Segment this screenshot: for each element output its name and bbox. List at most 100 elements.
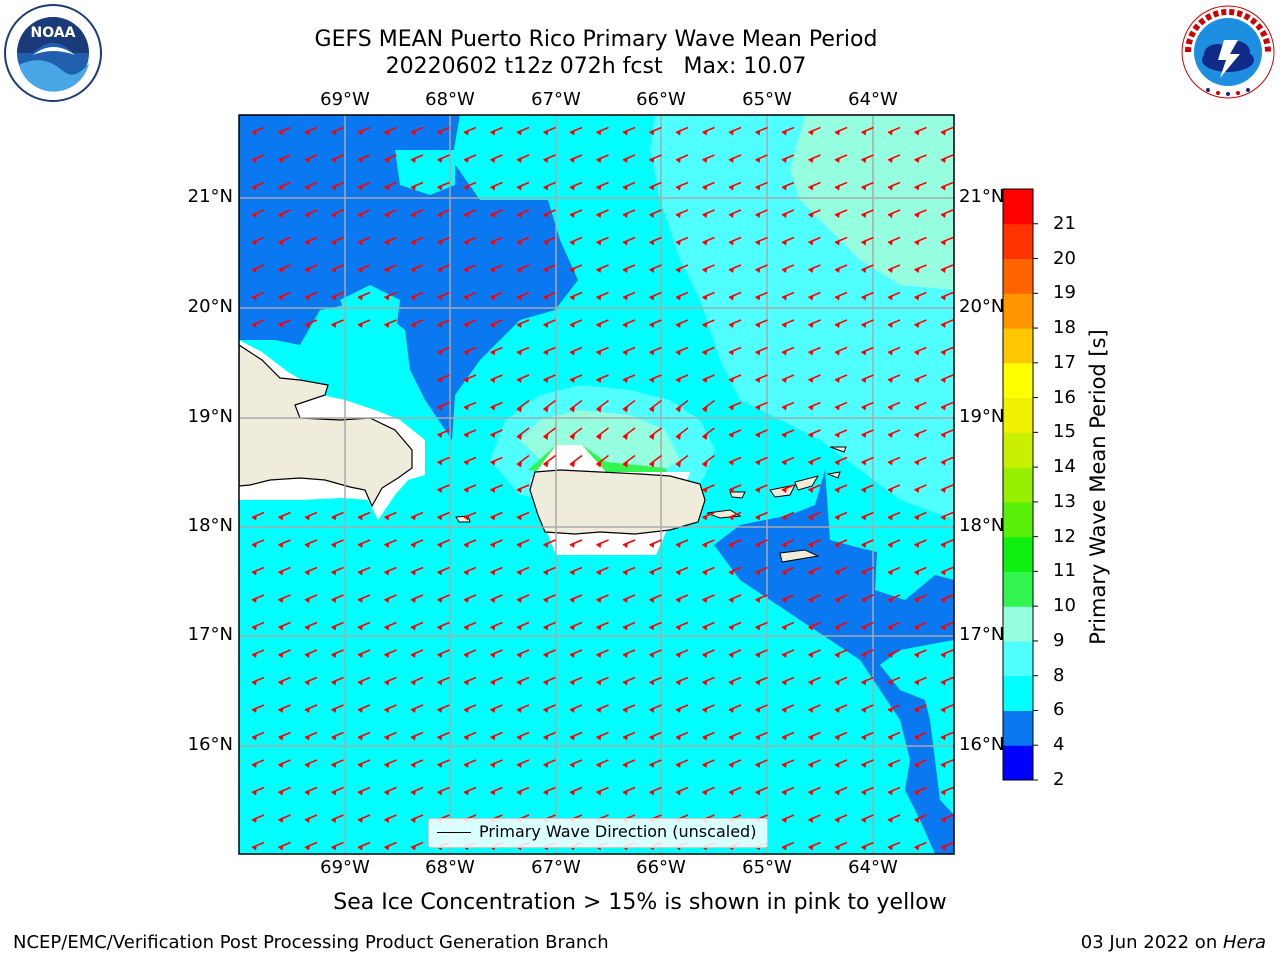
- wave-arrow-head: [384, 184, 390, 191]
- wave-arrow-head: [437, 542, 443, 548]
- wave-arrow-head: [676, 624, 681, 631]
- lon-label-top-68w: 68°W: [425, 89, 475, 110]
- wave-arrow-head: [808, 514, 814, 521]
- wave-arrow-head: [384, 762, 390, 768]
- wave-arrow-head: [411, 597, 416, 603]
- wave-arrow-head: [490, 569, 496, 576]
- colorbar-tick-label: 10: [1053, 595, 1076, 617]
- wave-arrow-head: [835, 844, 840, 851]
- wave-arrow-head: [305, 542, 310, 548]
- wave-arrow-head: [437, 569, 443, 576]
- wave-arrow-head: [702, 434, 708, 440]
- wave-arrow-head: [252, 734, 257, 741]
- lon-label-bottom-67w: 67°W: [531, 857, 581, 878]
- wave-arrow-head: [596, 679, 602, 686]
- lon-label-top-64w: 64°W: [848, 89, 898, 110]
- wave-arrow-head: [252, 707, 257, 713]
- lon-label-top-65w: 65°W: [742, 89, 792, 110]
- wave-arrow-head: [914, 184, 920, 191]
- wave-arrow-head: [570, 542, 575, 548]
- wave-arrow-head: [517, 487, 522, 493]
- wave-arrow-head: [755, 597, 761, 603]
- wave-arrow-head: [623, 349, 628, 356]
- wave-arrow-head: [729, 404, 734, 411]
- wave-arrow-head: [941, 239, 946, 246]
- wave-arrow-head: [861, 184, 867, 191]
- wave-arrow-head: [252, 212, 257, 218]
- colorbar-segment: [1003, 536, 1033, 572]
- wave-arrow-head: [808, 432, 814, 438]
- wave-arrow-head: [596, 406, 602, 413]
- wave-arrow-head: [464, 679, 469, 686]
- wave-arrow-head: [517, 406, 522, 413]
- wave-arrow-head: [808, 597, 814, 603]
- wave-arrow-head: [278, 514, 284, 521]
- wave-arrow-head: [358, 734, 363, 741]
- wave-arrow-head: [729, 157, 734, 163]
- wave-arrow-head: [941, 762, 946, 768]
- wave-arrow-head: [729, 624, 734, 631]
- colorbar-tick-label: 9: [1053, 629, 1065, 651]
- wave-arrow-head: [729, 239, 734, 246]
- wave-arrow-head: [649, 157, 655, 163]
- wave-arrow-head: [517, 377, 522, 383]
- wave-arrow-head: [278, 734, 284, 741]
- wave-arrow-head: [676, 212, 681, 218]
- wave-arrow-head: [702, 349, 708, 356]
- wave-arrow-head: [861, 404, 867, 411]
- wave-arrow-head: [782, 817, 787, 823]
- wave-arrow-head: [888, 129, 893, 136]
- wave-arrow-head: [861, 762, 867, 768]
- wave-arrow-head: [914, 267, 920, 273]
- wave-arrow-head: [384, 542, 390, 548]
- wave-arrow-head: [543, 762, 549, 768]
- wave-arrow-head: [517, 624, 522, 631]
- wave-arrow-head: [835, 569, 840, 576]
- wave-arrow-head: [755, 734, 761, 741]
- legend-line-swatch: [437, 832, 471, 833]
- wave-arrow-head: [914, 322, 920, 328]
- wave-arrow-head: [278, 322, 284, 328]
- wave-arrow-head: [384, 267, 390, 273]
- wave-arrow-head: [914, 404, 920, 411]
- wave-arrow-head: [782, 459, 787, 466]
- wave-arrow: [702, 427, 715, 438]
- wave-arrow-head: [596, 789, 602, 796]
- wave-arrow-head: [543, 406, 549, 413]
- colorbar-segment: [1003, 328, 1033, 364]
- wave-arrow-head: [490, 789, 496, 796]
- wave-arrow-head: [808, 377, 814, 383]
- wave-arrow-head: [490, 459, 496, 466]
- wave-arrow-head: [305, 129, 310, 136]
- wave-arrow-head: [464, 432, 469, 438]
- wave-arrow-head: [649, 597, 655, 603]
- wave-arrow-head: [596, 434, 602, 440]
- wave-arrow-head: [305, 762, 310, 768]
- wave-arrow-head: [835, 762, 840, 768]
- wave-arrow-head: [252, 624, 257, 631]
- wave-arrow-head: [464, 762, 469, 768]
- wave-arrow-head: [623, 239, 628, 246]
- wave-arrow-head: [861, 844, 867, 851]
- wave-arrow-head: [729, 597, 734, 603]
- wave-arrow-head: [808, 157, 814, 163]
- wave-arrow-head: [808, 349, 814, 356]
- wave-arrow-head: [490, 404, 496, 411]
- wave-arrow-head: [517, 184, 522, 191]
- wave-arrow-head: [623, 267, 628, 273]
- wave-arrow-head: [729, 569, 734, 576]
- wave-arrow-head: [490, 762, 496, 768]
- wave-arrow-head: [411, 129, 416, 136]
- wave-arrow-head: [835, 679, 840, 686]
- wave-arrow-head: [543, 267, 549, 273]
- wave-arrow-head: [411, 707, 416, 713]
- wave-arrow-head: [490, 514, 496, 521]
- wave-arrow-head: [649, 294, 655, 301]
- wave-arrow-head: [676, 461, 681, 468]
- wave-arrow-head: [437, 762, 443, 768]
- wave-arrow-head: [543, 157, 549, 163]
- wave-arrow-head: [490, 349, 496, 356]
- colorbar-tick-label: 16: [1053, 386, 1076, 408]
- wave-arrow-head: [517, 212, 522, 218]
- wave-arrow-head: [649, 322, 655, 328]
